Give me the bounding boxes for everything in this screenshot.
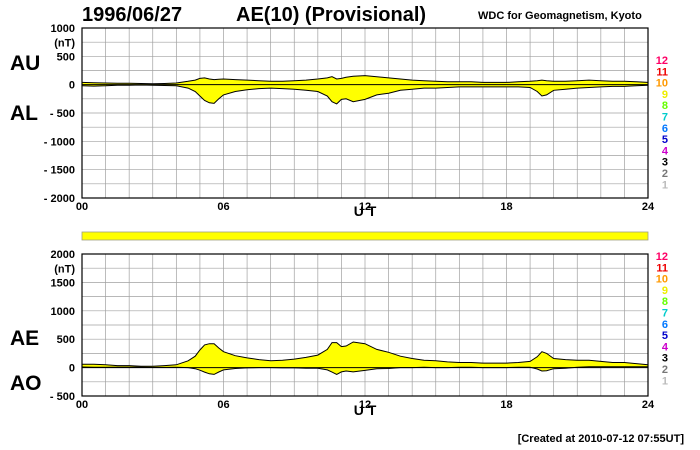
- panel-1-legend-number: 5: [662, 134, 668, 146]
- panel-1-legend-number: 3: [662, 157, 668, 169]
- panel-1-x-tick-label: 06: [217, 201, 229, 213]
- date-title: 1996/06/27: [82, 4, 183, 26]
- panel-2-y-tick-label: - 500: [50, 391, 75, 403]
- panel-2-legend-number: 9: [662, 285, 668, 297]
- panel-2-y-tick-label: 2000: [51, 249, 75, 261]
- panel-1-series-au: [81, 75, 649, 85]
- created-timestamp: [Created at 2010-07-12 07:55UT]: [517, 433, 684, 445]
- panel-1-legend-number: 12: [656, 55, 668, 67]
- panel-2-legend-number: 1: [662, 375, 668, 387]
- panel-1-legend-number: 4: [662, 145, 669, 157]
- panel-2-series-ae: [82, 341, 649, 367]
- panel-1-legend-number: 9: [662, 89, 668, 101]
- chart-main-title: AE(10) (Provisional): [236, 4, 427, 26]
- panel-1-x-tick-label: 24: [642, 201, 655, 213]
- panel-1-y-tick-label: - 1500: [44, 165, 75, 177]
- au-label: AU: [10, 52, 41, 75]
- panel-2-y-tick-label: 1000: [51, 306, 75, 318]
- panel-2-legend-number: 4: [662, 341, 669, 353]
- panel-1-y-tick-label: - 2000: [44, 193, 75, 205]
- panel-1-legend-number: 8: [662, 100, 668, 112]
- panel-2-x-tick-label: 00: [76, 399, 88, 411]
- source-label: WDC for Geomagnetism, Kyoto: [478, 10, 642, 22]
- panel-1-legend-number: 11: [656, 66, 668, 78]
- panel-2-legend-number: 2: [662, 364, 668, 376]
- ae-label: AE: [10, 327, 40, 350]
- panel-1-legend-number: 10: [656, 78, 668, 90]
- panel-2-legend-number: 8: [662, 296, 668, 308]
- panel-1-legend-number: 6: [662, 123, 668, 135]
- panel-1-y-tick-label: 1000: [51, 23, 75, 35]
- panel-1-y-tick-label: 500: [57, 51, 75, 63]
- panel-2-frame: [81, 253, 649, 397]
- panel-2-legend-number: 11: [656, 262, 668, 274]
- panel-1-legend-number: 1: [662, 179, 668, 191]
- panel-1-legend-number: 7: [662, 112, 668, 124]
- panel-1-legend-number: 2: [662, 168, 668, 180]
- panel-1-x-tick-label: 00: [76, 201, 88, 213]
- panel-2-legend-number: 6: [662, 319, 668, 331]
- panel-2-y-tick-label: 1500: [51, 277, 75, 289]
- panel-1-x-tick-label: 12: [359, 201, 371, 213]
- panel-1-frame: [81, 27, 649, 199]
- panel-2-legend-number: 7: [662, 308, 668, 320]
- panel-1-y-tick-label: - 1000: [44, 136, 75, 148]
- panel-2-x-tick-label: 24: [642, 399, 655, 411]
- panel-1-x-axis-label: U T: [354, 203, 377, 219]
- panel-2-fill-area: [82, 342, 648, 375]
- panel-1-series-al: [81, 84, 649, 105]
- panel-2-x-tick-label: 18: [500, 399, 512, 411]
- al-label: AL: [10, 102, 38, 125]
- data-availability-bar: [81, 231, 649, 241]
- panel-2-legend-number: 5: [662, 330, 668, 342]
- ao-label: AO: [10, 372, 42, 395]
- panel-2-x-tick-label: 12: [359, 399, 371, 411]
- panel-2-legend-number: 12: [656, 251, 668, 263]
- panel-1-x-tick-label: 18: [500, 201, 512, 213]
- panel-1-unit-label: (nT): [54, 37, 75, 49]
- panel-2-x-tick-label: 06: [217, 399, 229, 411]
- panel-2-y-tick-label: 0: [69, 363, 75, 375]
- panel-2-unit-label: (nT): [54, 263, 75, 275]
- panel-2-legend-number: 3: [662, 353, 668, 365]
- panel-2-legend-number: 10: [656, 274, 668, 286]
- panel-1-y-tick-label: 0: [69, 80, 75, 92]
- panel-2-x-axis-label: U T: [354, 402, 377, 418]
- panel-2-series-ao: [81, 366, 648, 375]
- panel-1-y-tick-label: - 500: [50, 108, 75, 120]
- panel-2-y-tick-label: 500: [57, 334, 75, 346]
